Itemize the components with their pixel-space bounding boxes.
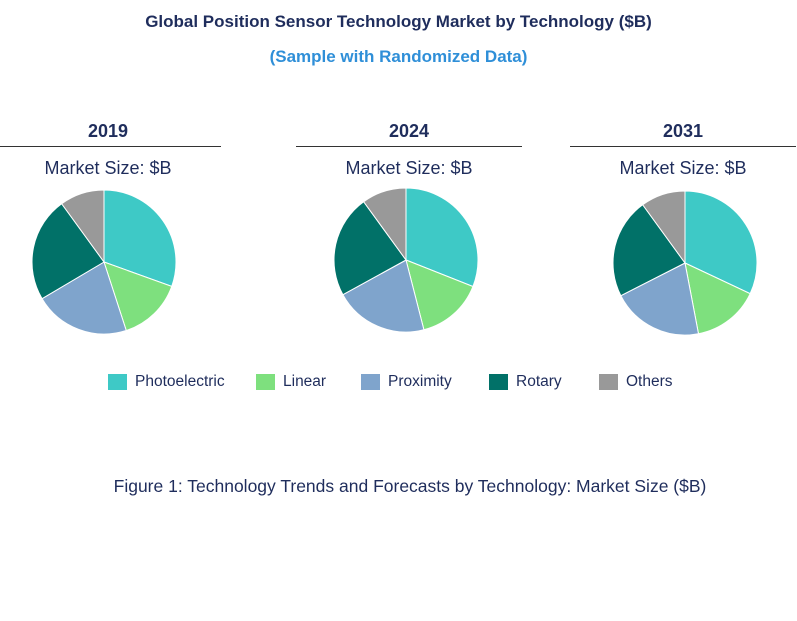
chart-subtitle: (Sample with Randomized Data): [269, 47, 528, 66]
pie-slice-photoelectric: [103, 189, 177, 288]
panel-year-label: 2019: [87, 121, 129, 141]
figure-caption: Figure 1: Technology Trends and Forecast…: [113, 476, 707, 496]
legend-swatch: [489, 374, 508, 390]
pie-slice-rotary: [333, 201, 407, 296]
panel-2019: 2019 Market Size: $B: [0, 118, 221, 179]
legend-item-linear: Linear: [256, 372, 326, 392]
pie-2024: [333, 187, 479, 333]
legend-swatch: [256, 374, 275, 390]
legend-swatch: [599, 374, 618, 390]
pie-slice-proximity: [41, 261, 127, 335]
panel-divider: [296, 146, 522, 147]
pie-slice-others: [641, 190, 686, 265]
panel-divider: [570, 146, 796, 147]
pie-2019: [31, 189, 177, 335]
legend-label: Linear: [283, 373, 327, 390]
pie-slice-others: [362, 187, 407, 262]
legend-label: Others: [626, 373, 673, 390]
legend-item-proximity: Proximity: [361, 372, 452, 392]
legend-swatch: [108, 374, 127, 390]
legend-label: Photoelectric: [135, 373, 225, 390]
panel-market-size-label: Market Size: $B: [44, 158, 172, 178]
pie-slice-rotary: [612, 204, 686, 297]
pie-slice-photoelectric: [684, 190, 758, 295]
panel-market-size-label: Market Size: $B: [345, 158, 473, 178]
legend-swatch: [361, 374, 380, 390]
panel-year-label: 2031: [662, 121, 704, 141]
pie-slice-photoelectric: [405, 187, 479, 288]
chart-title: Global Position Sensor Technology Market…: [145, 12, 652, 31]
panel-divider: [0, 146, 221, 147]
pie-slice-proximity: [620, 262, 700, 336]
legend-item-photoelectric: Photoelectric: [108, 372, 225, 392]
pie-slice-rotary: [31, 203, 105, 300]
legend-label: Proximity: [388, 373, 452, 390]
pie-slice-others: [60, 189, 105, 264]
legend-label: Rotary: [516, 373, 562, 390]
panel-market-size-label: Market Size: $B: [619, 158, 747, 178]
panel-2024: 2024 Market Size: $B: [296, 118, 522, 179]
panel-2031: 2031 Market Size: $B: [570, 118, 796, 179]
pie-slice-linear: [684, 262, 751, 335]
panel-year-label: 2024: [388, 121, 430, 141]
legend-item-others: Others: [599, 372, 673, 392]
pie-2031: [612, 190, 758, 336]
pie-slice-proximity: [342, 259, 425, 333]
pie-slice-linear: [405, 259, 474, 331]
legend: Photoelectric Linear Proximity Rotary Ot…: [0, 372, 797, 392]
legend-item-rotary: Rotary: [489, 372, 562, 392]
